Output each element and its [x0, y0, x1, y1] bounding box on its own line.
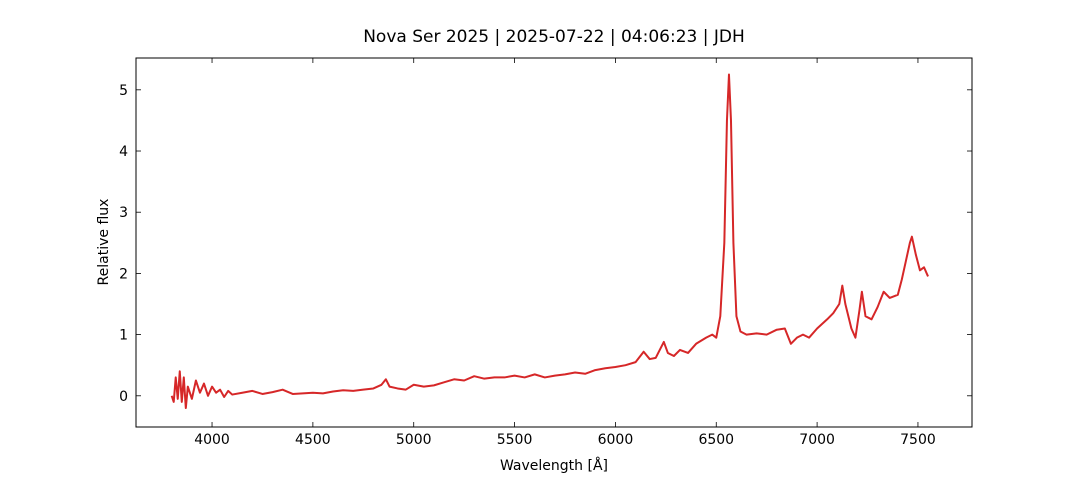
- plot-frame: [135, 57, 973, 428]
- y-tick-label: 1: [119, 328, 128, 344]
- y-tick-label: 3: [119, 205, 128, 221]
- y-axis-label: Relative flux: [96, 199, 112, 286]
- x-tick-label: 4500: [295, 432, 331, 448]
- spectrum-line: [170, 73, 929, 410]
- x-tick-label: 5500: [497, 432, 533, 448]
- x-tick-label: 7000: [799, 432, 835, 448]
- x-tick-label: 7500: [900, 432, 936, 448]
- x-tick-label: 6500: [698, 432, 734, 448]
- y-tick-label: 0: [119, 389, 128, 405]
- y-tick-label: 4: [119, 144, 128, 160]
- x-tick-label: 5000: [396, 432, 432, 448]
- y-tick-label: 2: [119, 266, 128, 282]
- chart-title: Nova Ser 2025 | 2025-07-22 | 04:06:23 | …: [363, 27, 745, 47]
- x-tick-label: 6000: [598, 432, 634, 448]
- x-tick-label: 4000: [194, 432, 230, 448]
- x-axis-label: Wavelength [Å]: [500, 457, 608, 474]
- y-tick-label: 5: [119, 83, 128, 99]
